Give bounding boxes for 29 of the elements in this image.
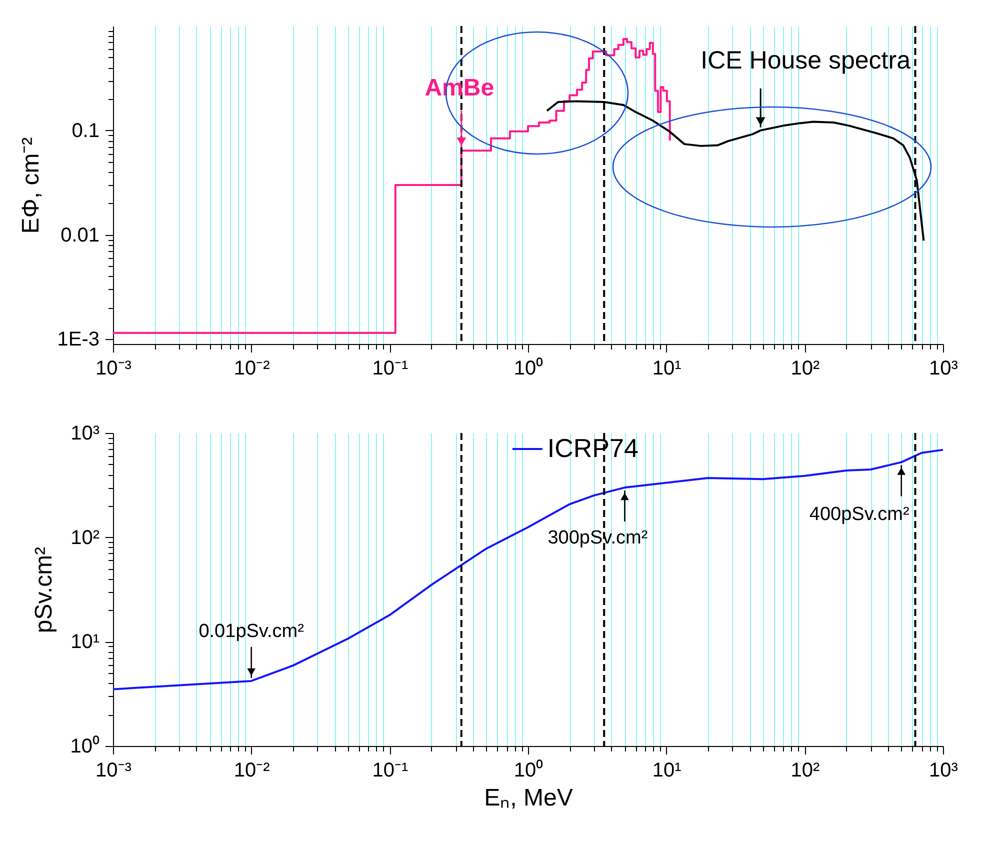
x-tick-label: 10⁰ (514, 356, 544, 380)
x-tick-label: 10⁻³ (96, 760, 132, 782)
text: ICE House spectra (700, 46, 911, 74)
x-axis-title: Eₙ, MeV (484, 784, 573, 812)
annotation: 400pSv.cm² (809, 504, 910, 526)
y-tick-label: 0.01 (60, 224, 100, 246)
y-tick-label: 10² (70, 526, 100, 549)
y-tick-label: 1E-3 (57, 328, 100, 351)
y-tick-label: 10³ (70, 422, 100, 444)
x-tick-label: 10¹ (652, 358, 682, 380)
annotation: 300pSv.cm² (548, 528, 648, 549)
x-tick-label: 10⁻³ (96, 358, 132, 380)
x-tick-label: 10⁻² (234, 760, 270, 782)
x-tick-label: 10⁻¹ (372, 760, 408, 782)
annotation: 0.01pSv.cm² (198, 620, 304, 642)
y-tick-label: 0.1 (72, 120, 100, 142)
y-tick-label: 10¹ (70, 631, 100, 654)
x-tick-label: 10⁰ (514, 758, 544, 782)
x-tick-label: 10² (790, 358, 820, 380)
x-tick-label: 10¹ (652, 760, 682, 782)
legend-label: ICRP74 (547, 433, 638, 463)
y-axis-title: pSv.cm² (30, 546, 58, 634)
x-tick-label: 10³ (929, 358, 958, 380)
x-tick-label: 10³ (929, 760, 958, 782)
x-tick-label: 10² (790, 760, 820, 782)
y-axis-title: EΦ, cm⁻² (17, 137, 44, 234)
x-tick-label: 10⁻² (234, 358, 270, 380)
y-tick-label: 10⁰ (70, 734, 100, 758)
x-tick-label: 10⁻¹ (372, 358, 408, 380)
